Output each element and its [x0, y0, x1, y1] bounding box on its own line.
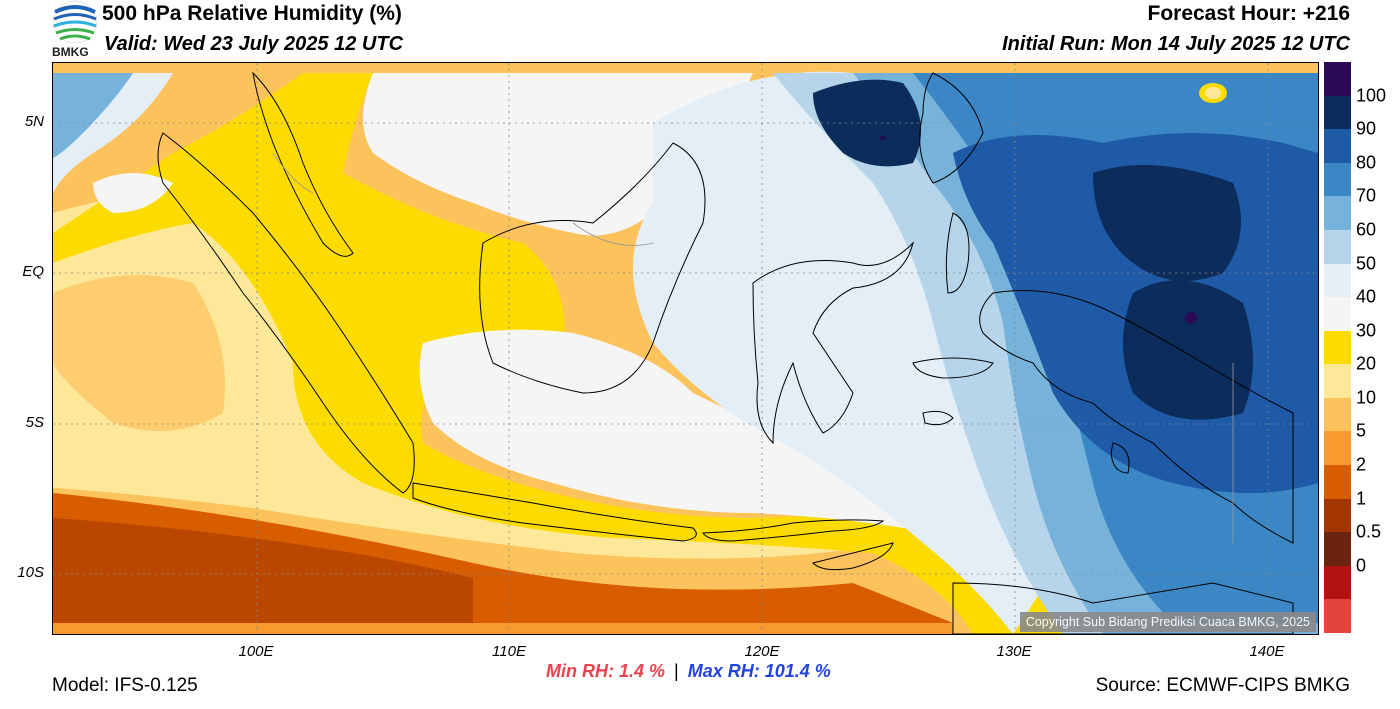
colorbar-label: 30 — [1356, 320, 1377, 341]
stats-separator: | — [674, 661, 679, 681]
colorbar-segment — [1324, 498, 1351, 533]
colorbar-label: 1 — [1356, 488, 1367, 509]
colorbar-segment — [1324, 196, 1351, 231]
colorbar-segment — [1324, 330, 1351, 365]
lat-label-eq: EQ — [22, 263, 44, 280]
colorbar-label: 70 — [1356, 185, 1377, 206]
humidity-map: Copyright Sub Bidang Prediksi Cuaca BMKG… — [52, 62, 1319, 635]
chart-title: 500 hPa Relative Humidity (%) — [102, 2, 402, 25]
lat-label-5s: 5S — [25, 414, 44, 431]
colorbar-label: 0 — [1356, 555, 1367, 576]
lon-label-130e: 130E — [996, 643, 1032, 660]
colorbar-segment — [1324, 162, 1351, 197]
valid-time: Valid: Wed 23 July 2025 12 UTC — [104, 33, 404, 55]
colorbar-segment — [1324, 397, 1351, 432]
lon-label-140e: 140E — [1249, 643, 1285, 660]
max-rh: Max RH: 101.4 % — [687, 661, 831, 681]
colorbar-label: 2 — [1356, 454, 1367, 475]
colorbar-segment — [1324, 599, 1351, 634]
colorbar-label: 100 — [1356, 85, 1387, 106]
forecast-hour: Forecast Hour: +216 — [1147, 2, 1351, 25]
colorbar-segment — [1324, 229, 1351, 265]
colorbar-segment — [1324, 364, 1351, 399]
copyright-label: Copyright Sub Bidang Prediksi Cuaca BMKG… — [1019, 612, 1316, 632]
colorbar-label: 50 — [1356, 253, 1377, 274]
colorbar-label: 5 — [1356, 420, 1367, 441]
colorbar-label: 0.5 — [1356, 521, 1382, 542]
lat-label-10s: 10S — [17, 564, 44, 581]
colorbar-segment — [1324, 95, 1351, 130]
colorbar-segment — [1324, 465, 1351, 500]
initial-run: Initial Run: Mon 14 July 2025 12 UTC — [1002, 33, 1350, 55]
colorbar-label: 20 — [1356, 353, 1377, 374]
colorbar-label: 90 — [1356, 118, 1377, 139]
lat-label-5n: 5N — [24, 113, 44, 130]
lon-label-120e: 120E — [744, 643, 780, 660]
coastlines — [157, 71, 1294, 634]
colorbar-label: 40 — [1356, 286, 1377, 307]
colorbar-segment — [1324, 565, 1351, 600]
source-label: Source: ECMWF-CIPS BMKG — [1095, 675, 1350, 696]
lon-label-110e: 110E — [492, 643, 526, 660]
colorbar-segment — [1324, 431, 1351, 466]
colorbar-segment — [1324, 297, 1351, 332]
bmkg-logo-icon — [52, 0, 98, 44]
colorbar-label: 10 — [1356, 387, 1377, 408]
colorbar-segment — [1324, 263, 1351, 298]
colorbar-segment — [1324, 129, 1351, 164]
colorbar-label: 80 — [1356, 152, 1377, 173]
humidity-field — [53, 63, 1318, 634]
lon-label-100e: 100E — [238, 643, 274, 660]
colorbar-label: 60 — [1356, 219, 1377, 240]
rh-stats: Min RH: 1.4 % | Max RH: 101.4 % — [546, 661, 831, 682]
logo-label: BMKG — [52, 45, 89, 59]
colorbar-segment — [1324, 532, 1351, 567]
min-rh: Min RH: 1.4 % — [546, 661, 666, 681]
colorbar — [1324, 62, 1351, 634]
colorbar-segment — [1324, 62, 1351, 97]
model-label: Model: IFS-0.125 — [52, 675, 198, 696]
